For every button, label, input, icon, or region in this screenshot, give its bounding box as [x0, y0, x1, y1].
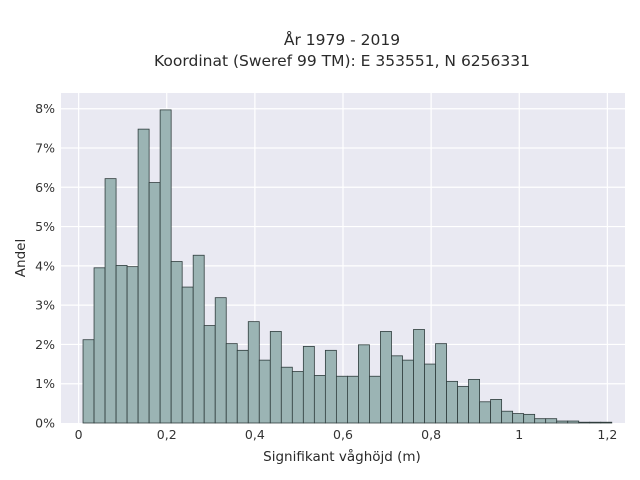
histogram-bar — [391, 355, 403, 424]
x-tick-label: 0,6 — [333, 427, 353, 442]
histogram-bar — [324, 349, 337, 424]
histogram-bar — [578, 421, 591, 424]
histogram-bar — [402, 359, 414, 424]
histogram-bar — [247, 321, 260, 424]
y-tick-labels: 0% 1% 2% 3% 4% 5% 6% 7% 8% — [35, 101, 55, 430]
histogram-bars — [82, 109, 613, 424]
histogram-bar — [358, 344, 370, 424]
histogram-bar — [203, 325, 216, 424]
histogram-bar — [159, 109, 172, 424]
y-tick-label: 2% — [35, 337, 55, 352]
histogram-bar — [258, 359, 271, 424]
x-axis-label: Signifikant våghöjd (m) — [263, 448, 421, 465]
y-tick-label: 1% — [35, 376, 55, 391]
y-tick-label: 0% — [35, 416, 55, 431]
histogram-bar — [181, 286, 194, 424]
x-tick-label: 1 — [515, 427, 523, 442]
chart-title-line1: År 1979 - 2019 — [284, 30, 400, 49]
chart-title-line2: Koordinat (Sweref 99 TM): E 353551, N 62… — [154, 52, 530, 70]
histogram-bar — [600, 421, 613, 424]
x-tick-label: 0,2 — [157, 427, 177, 442]
histogram-bar — [523, 413, 536, 424]
histogram-bar — [501, 410, 514, 424]
histogram-bar — [236, 349, 249, 424]
histogram-bar — [82, 339, 95, 424]
x-tick-label: 0,4 — [245, 427, 265, 442]
histogram-bar — [115, 265, 128, 424]
histogram-bar — [170, 261, 183, 424]
histogram-bar — [380, 331, 392, 424]
histogram-bar — [104, 178, 117, 424]
histogram-bar — [291, 371, 304, 424]
y-tick-label: 8% — [35, 101, 55, 116]
histogram-bar — [567, 420, 580, 424]
x-tick-label: 0 — [75, 427, 83, 442]
y-tick-label: 7% — [35, 141, 55, 156]
histogram-bar — [545, 418, 558, 424]
histogram-bar — [214, 297, 227, 424]
histogram-bar — [347, 375, 359, 424]
histogram-bar — [435, 343, 447, 424]
histogram-bar — [126, 266, 139, 424]
histogram-bar — [137, 128, 150, 424]
histogram-bar — [148, 182, 161, 424]
histogram-bar — [446, 380, 458, 424]
histogram-bar — [335, 375, 348, 424]
histogram-bar — [302, 345, 315, 424]
histogram-bar — [589, 421, 602, 424]
histogram-bar — [479, 401, 492, 424]
y-tick-label: 4% — [35, 258, 55, 273]
histogram-bar — [457, 386, 469, 424]
y-tick-label: 6% — [35, 180, 55, 195]
histogram-bar — [556, 420, 569, 424]
histogram-bar — [512, 413, 525, 424]
histogram-bar — [280, 366, 293, 424]
histogram-bar — [313, 375, 326, 424]
x-tick-label: 0,8 — [421, 427, 441, 442]
y-tick-label: 3% — [35, 298, 55, 313]
x-tick-labels: 0 0,2 0,4 0,6 0,8 1 1,2 — [75, 427, 618, 442]
y-tick-label: 5% — [35, 219, 55, 234]
x-tick-label: 1,2 — [597, 427, 617, 442]
histogram-bar — [369, 375, 381, 424]
histogram-bar — [269, 331, 282, 424]
histogram-bar — [225, 343, 238, 424]
histogram-bar — [192, 254, 205, 424]
histogram-bar — [93, 267, 106, 424]
histogram-bar — [413, 329, 425, 424]
histogram-bar — [534, 418, 547, 424]
histogram-bar — [468, 378, 480, 424]
histogram-bar — [424, 363, 436, 424]
histogram-bar — [490, 399, 503, 424]
y-axis-label: Andel — [13, 239, 29, 277]
